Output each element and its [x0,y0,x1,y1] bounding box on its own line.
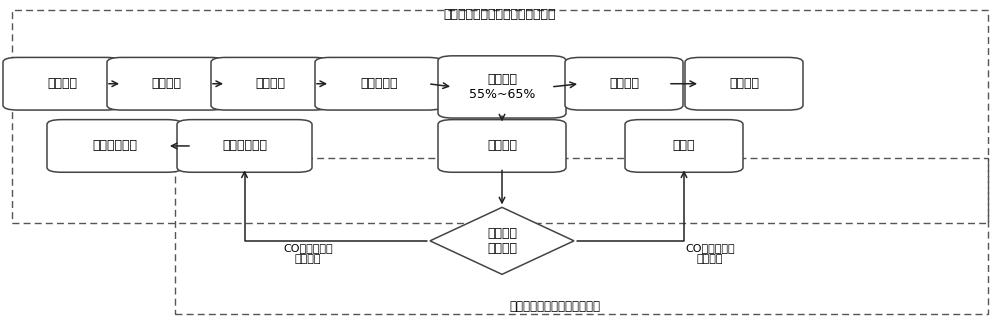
FancyBboxPatch shape [565,57,683,110]
Text: 烟气分析
数据波动: 烟气分析 数据波动 [487,227,517,255]
Text: 装入废钢: 装入废钢 [47,77,77,90]
Text: 二级吹炼模型控制的转炉吹炼过程: 二级吹炼模型控制的转炉吹炼过程 [444,8,556,21]
FancyBboxPatch shape [177,120,312,172]
Text: 自动调整枪位: 自动调整枪位 [222,139,267,152]
FancyBboxPatch shape [685,57,803,110]
Text: CO含量升高大
于限定值: CO含量升高大 于限定值 [283,243,333,264]
Text: 加入造渣料: 加入造渣料 [360,77,398,90]
Text: 控制炉渣返干: 控制炉渣返干 [92,139,137,152]
Text: 加入球团: 加入球团 [487,139,517,152]
Text: 测温取样: 测温取样 [609,77,639,90]
FancyBboxPatch shape [315,57,443,110]
Text: 吹氧里达
55%~65%: 吹氧里达 55%~65% [469,73,535,101]
Text: 倒渣出钢: 倒渣出钢 [729,77,759,90]
FancyBboxPatch shape [211,57,329,110]
FancyBboxPatch shape [3,57,121,110]
FancyBboxPatch shape [107,57,225,110]
Text: 烟气分析模型对炉渣返干监测: 烟气分析模型对炉渣返干监测 [510,300,600,313]
FancyBboxPatch shape [438,120,566,172]
FancyBboxPatch shape [625,120,743,172]
FancyBboxPatch shape [47,120,182,172]
Text: 下枪吹炼: 下枪吹炼 [255,77,285,90]
Text: 无变化: 无变化 [673,139,695,152]
Polygon shape [430,207,574,274]
Text: 兑入铁水: 兑入铁水 [151,77,181,90]
FancyBboxPatch shape [438,56,566,118]
Text: CO含量升高小
于限定值: CO含量升高小 于限定值 [685,243,735,264]
